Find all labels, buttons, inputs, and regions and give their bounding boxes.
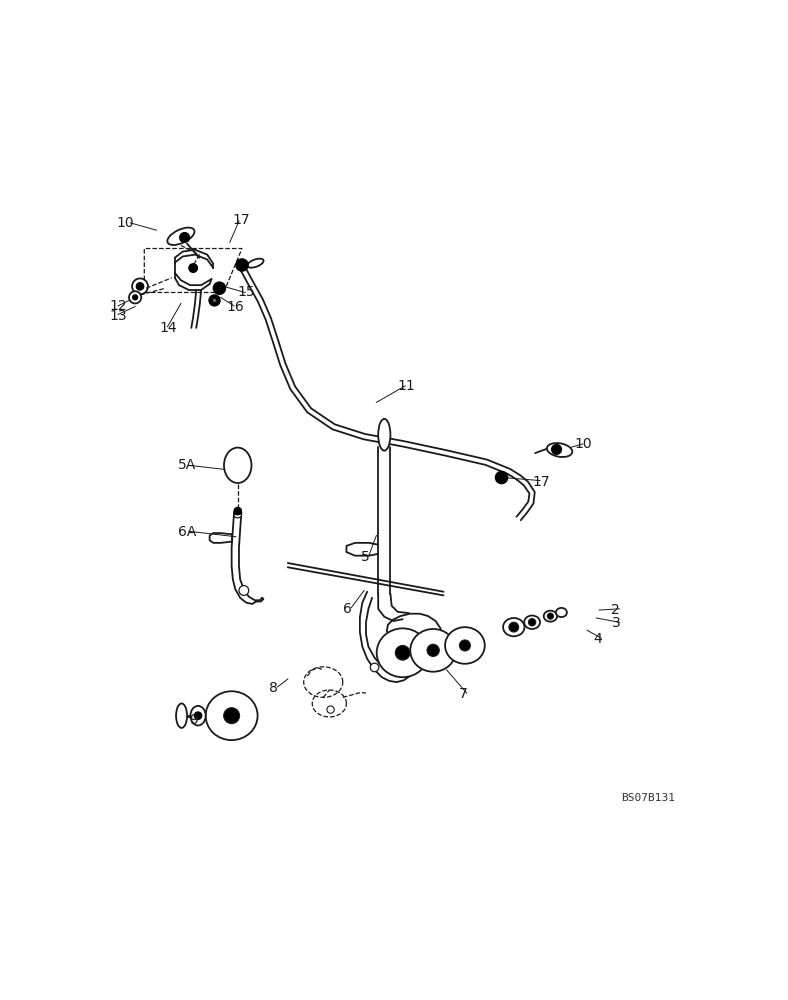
Ellipse shape xyxy=(167,228,195,245)
Circle shape xyxy=(180,233,189,242)
Ellipse shape xyxy=(544,611,557,622)
Text: 5A: 5A xyxy=(178,458,196,472)
Circle shape xyxy=(132,295,138,300)
Ellipse shape xyxy=(445,627,485,664)
Text: 15: 15 xyxy=(238,285,255,299)
Circle shape xyxy=(224,708,240,724)
Ellipse shape xyxy=(547,443,572,457)
Text: 17: 17 xyxy=(233,213,251,227)
Circle shape xyxy=(195,712,202,719)
Ellipse shape xyxy=(191,706,206,725)
Circle shape xyxy=(496,471,507,484)
Text: 5: 5 xyxy=(361,550,370,564)
Text: 16: 16 xyxy=(227,300,244,314)
Ellipse shape xyxy=(224,448,251,483)
Circle shape xyxy=(548,613,553,619)
Circle shape xyxy=(529,619,536,626)
Ellipse shape xyxy=(176,703,187,728)
Ellipse shape xyxy=(411,629,456,672)
Ellipse shape xyxy=(524,616,540,629)
Text: 2: 2 xyxy=(611,603,620,617)
Ellipse shape xyxy=(377,628,429,677)
Circle shape xyxy=(234,507,241,515)
Text: 12: 12 xyxy=(110,299,127,313)
Circle shape xyxy=(509,622,519,632)
Ellipse shape xyxy=(556,608,567,617)
Text: 13: 13 xyxy=(110,309,127,323)
Text: 7: 7 xyxy=(459,687,467,701)
Circle shape xyxy=(377,651,388,662)
Ellipse shape xyxy=(234,513,241,518)
Text: 6: 6 xyxy=(343,602,351,616)
Circle shape xyxy=(129,291,141,303)
Circle shape xyxy=(427,644,439,656)
Circle shape xyxy=(136,283,143,290)
Circle shape xyxy=(327,706,334,713)
Circle shape xyxy=(239,586,249,595)
Text: 17: 17 xyxy=(532,475,550,489)
Ellipse shape xyxy=(378,419,390,451)
Text: 3: 3 xyxy=(611,616,620,630)
Circle shape xyxy=(214,282,225,294)
Circle shape xyxy=(552,445,561,454)
Ellipse shape xyxy=(206,691,258,740)
Circle shape xyxy=(396,645,410,660)
Text: BS07B131: BS07B131 xyxy=(622,793,675,803)
Circle shape xyxy=(189,264,198,272)
Circle shape xyxy=(370,663,379,672)
Ellipse shape xyxy=(503,618,525,636)
Text: 6A: 6A xyxy=(178,525,196,539)
Circle shape xyxy=(209,295,220,306)
Text: 11: 11 xyxy=(398,379,415,393)
Circle shape xyxy=(132,278,148,294)
Circle shape xyxy=(236,259,248,271)
Ellipse shape xyxy=(247,259,263,268)
Text: 10: 10 xyxy=(117,216,135,230)
Text: 9: 9 xyxy=(189,713,198,727)
Text: 10: 10 xyxy=(574,437,593,451)
Text: 14: 14 xyxy=(159,321,177,335)
Circle shape xyxy=(459,640,470,651)
Circle shape xyxy=(212,298,217,303)
Text: 8: 8 xyxy=(269,681,278,695)
Text: 4: 4 xyxy=(593,632,602,646)
